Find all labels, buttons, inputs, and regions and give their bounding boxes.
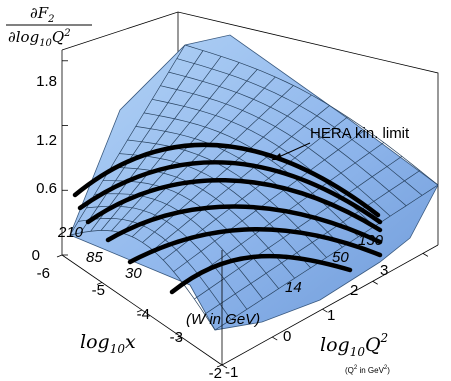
x-tick--5: -5 xyxy=(92,282,105,299)
y-tick--1: -1 xyxy=(225,364,238,381)
z-tick-0.6: 0.6 xyxy=(36,180,57,197)
box-back-edge xyxy=(61,11,439,245)
w-labels: 14 30 50 85 130 210 (W in GeV) xyxy=(57,224,384,328)
z-tick-1.8: 1.8 xyxy=(36,73,57,90)
x-tick-mark xyxy=(216,364,223,368)
y-tick-labels: -1 0 1 2 3 xyxy=(225,262,388,381)
z-tick-labels: 0 0.6 1.2 1.8 xyxy=(32,73,57,264)
hera-limit-curves xyxy=(72,142,383,295)
y-tick-mark xyxy=(322,308,328,313)
limit-curve-w-30 xyxy=(127,227,383,265)
x-tick-marks xyxy=(56,254,223,368)
x-tick-mark xyxy=(56,254,63,258)
limit-curve-w-14 xyxy=(169,253,353,295)
y-axis-line xyxy=(221,244,439,366)
y-tick-mark xyxy=(422,253,429,257)
z-tick-0: 0 xyxy=(32,247,40,264)
x-tick-labels: -6 -5 -4 -3 -2 xyxy=(37,265,222,381)
y-tick-marks xyxy=(221,253,429,369)
w-label-14: 14 xyxy=(285,279,302,296)
y-tick-1: 1 xyxy=(327,307,335,324)
y-axis-label: log10Q2 xyxy=(320,331,388,359)
limit-curve-w-130 xyxy=(77,160,383,225)
annotation-label: HERA kin. limit xyxy=(310,125,410,142)
mesh-line-y xyxy=(80,50,204,234)
y-tick-0: 0 xyxy=(283,328,291,345)
z-label-denominator: ∂log10Q2 xyxy=(8,28,71,49)
x-tick--2: -2 xyxy=(209,365,222,381)
mesh-line-y xyxy=(183,142,385,285)
y-tick-mark xyxy=(372,280,378,285)
x-axis-label: log10x xyxy=(80,331,136,356)
y-tick-3: 3 xyxy=(380,262,388,279)
z-tick-marks xyxy=(62,60,68,256)
mesh-line-y xyxy=(214,184,439,331)
w-label-210: 210 xyxy=(57,224,84,241)
mesh-line-y xyxy=(111,69,258,232)
x-tick-mark xyxy=(176,337,183,340)
mesh-line-y xyxy=(152,105,330,251)
x-tick-mark xyxy=(136,309,143,313)
x-tick--6: -6 xyxy=(37,265,50,282)
z-axis-label: ∂F2 ∂log10Q2 xyxy=(6,4,92,49)
y-tick-mark xyxy=(221,364,228,369)
mesh-line-y xyxy=(121,76,276,234)
mesh-line-y xyxy=(142,94,312,243)
x-tick--4: -4 xyxy=(137,306,150,323)
w-units-label: (W in GeV) xyxy=(186,311,260,328)
mesh-line-y xyxy=(90,56,222,232)
mesh-line-y xyxy=(173,129,366,272)
z-tick-1.2: 1.2 xyxy=(36,132,57,149)
w-label-30: 30 xyxy=(125,265,142,282)
mesh-line-y xyxy=(194,156,403,300)
y-tick-mark xyxy=(272,336,278,341)
annotation-arrow xyxy=(271,142,311,161)
mesh-line-y xyxy=(204,170,421,315)
y-axis-note: (Q2 in GeV2) xyxy=(345,365,390,375)
limit-curve-w-85 xyxy=(85,177,383,233)
w-label-85: 85 xyxy=(86,249,103,266)
x-tick-mark xyxy=(96,282,103,285)
w-label-50: 50 xyxy=(332,249,349,266)
x-tick--3: -3 xyxy=(170,329,183,346)
limit-curve-w-210 xyxy=(72,142,381,218)
z-label-numerator: ∂F2 xyxy=(30,4,55,25)
w-label-130: 130 xyxy=(358,232,384,249)
y-tick-2: 2 xyxy=(350,282,358,299)
box-front xyxy=(61,50,439,366)
limit-curve-w-50 xyxy=(105,204,383,245)
